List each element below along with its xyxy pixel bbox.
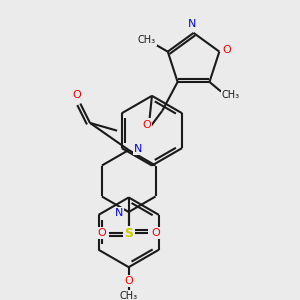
Text: N: N (115, 208, 123, 218)
Text: CH₃: CH₃ (137, 35, 155, 45)
Text: O: O (97, 228, 106, 238)
Text: O: O (124, 276, 133, 286)
Text: CH₃: CH₃ (222, 91, 240, 100)
Text: O: O (152, 228, 160, 238)
Text: CH₃: CH₃ (120, 291, 138, 300)
Text: O: O (72, 90, 81, 100)
Text: N: N (188, 19, 196, 29)
Text: O: O (223, 45, 232, 55)
Text: S: S (124, 227, 133, 240)
Text: N: N (134, 144, 142, 154)
Text: O: O (142, 119, 151, 130)
